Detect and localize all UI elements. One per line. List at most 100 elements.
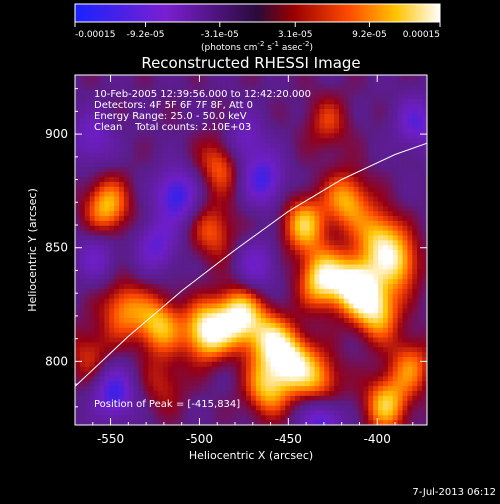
heatmap-cell (99, 143, 104, 148)
heatmap-cell (109, 187, 114, 192)
heatmap-cell (261, 308, 266, 313)
heatmap-cell (290, 318, 295, 323)
heatmap-cell (90, 357, 95, 362)
heatmap-cell (168, 376, 173, 381)
heatmap-cell (393, 274, 398, 279)
heatmap-cell (354, 401, 359, 406)
heatmap-cell (75, 197, 80, 202)
heatmap-cell (344, 153, 349, 158)
heatmap-cell (158, 80, 163, 85)
heatmap-cell (134, 206, 139, 211)
heatmap-cell (158, 231, 163, 236)
heatmap-cell (207, 187, 212, 192)
heatmap-cell (275, 406, 280, 411)
heatmap-cell (339, 396, 344, 401)
heatmap-cell (197, 250, 202, 255)
heatmap-cell (407, 153, 412, 158)
heatmap-cell (99, 269, 104, 274)
heatmap-cell (324, 143, 329, 148)
heatmap-cell (319, 386, 324, 391)
heatmap-cell (349, 352, 354, 357)
heatmap-cell (393, 279, 398, 284)
heatmap-cell (153, 226, 158, 231)
heatmap-cell (183, 182, 188, 187)
heatmap-cell (363, 124, 368, 129)
heatmap-cell (319, 143, 324, 148)
heatmap-cell (359, 396, 364, 401)
heatmap-cell (290, 289, 295, 294)
heatmap-cell (192, 138, 197, 143)
heatmap-cell (290, 362, 295, 367)
heatmap-cell (290, 294, 295, 299)
heatmap-cell (403, 362, 408, 367)
heatmap-cell (99, 308, 104, 313)
heatmap-cell (143, 197, 148, 202)
heatmap-cell (95, 177, 100, 182)
heatmap-cell (349, 240, 354, 245)
heatmap-cell (344, 231, 349, 236)
heatmap-cell (319, 104, 324, 109)
heatmap-cell (339, 265, 344, 270)
heatmap-cell (85, 396, 90, 401)
heatmap-cell (134, 357, 139, 362)
heatmap-cell (275, 313, 280, 318)
heatmap-cell (207, 367, 212, 372)
heatmap-cell (275, 128, 280, 133)
heatmap-cell (143, 323, 148, 328)
heatmap-cell (109, 172, 114, 177)
heatmap-cell (383, 333, 388, 338)
heatmap-cell (99, 391, 104, 396)
heatmap-cell (202, 158, 207, 163)
heatmap-cell (363, 245, 368, 250)
heatmap-cell (329, 85, 334, 90)
heatmap-cell (261, 104, 266, 109)
heatmap-cell (300, 158, 305, 163)
heatmap-cell (359, 357, 364, 362)
heatmap-cell (378, 294, 383, 299)
heatmap-cell (173, 177, 178, 182)
heatmap-cell (197, 206, 202, 211)
heatmap-cell (129, 80, 134, 85)
heatmap-cell (207, 231, 212, 236)
heatmap-cell (148, 347, 153, 352)
heatmap-cell (173, 269, 178, 274)
heatmap-cell (178, 303, 183, 308)
heatmap-cell (319, 177, 324, 182)
heatmap-cell (310, 172, 315, 177)
heatmap-cell (246, 289, 251, 294)
heatmap-cell (280, 313, 285, 318)
heatmap-cell (310, 216, 315, 221)
heatmap-cell (295, 338, 300, 343)
heatmap-cell (266, 352, 271, 357)
heatmap-cell (315, 206, 320, 211)
heatmap-cell (75, 265, 80, 270)
heatmap-cell (310, 226, 315, 231)
heatmap-cell (153, 284, 158, 289)
heatmap-cell (344, 294, 349, 299)
heatmap-cell (134, 415, 139, 420)
heatmap-cell (114, 260, 119, 265)
heatmap-cell (266, 357, 271, 362)
heatmap-cell (168, 381, 173, 386)
heatmap-cell (359, 318, 364, 323)
heatmap-cell (315, 303, 320, 308)
heatmap-cell (271, 172, 276, 177)
heatmap-cell (251, 133, 256, 138)
heatmap-cell (300, 352, 305, 357)
heatmap-cell (114, 201, 119, 206)
heatmap-cell (80, 192, 85, 197)
heatmap-cell (339, 289, 344, 294)
heatmap-cell (158, 75, 163, 80)
heatmap-cell (403, 303, 408, 308)
heatmap-cell (407, 192, 412, 197)
heatmap-cell (383, 323, 388, 328)
heatmap-cell (359, 289, 364, 294)
heatmap-cell (315, 75, 320, 80)
heatmap-cell (300, 396, 305, 401)
heatmap-cell (119, 80, 124, 85)
heatmap-cell (349, 415, 354, 420)
heatmap-cell (271, 240, 276, 245)
heatmap-cell (183, 153, 188, 158)
heatmap-cell (85, 415, 90, 420)
heatmap-cell (339, 381, 344, 386)
